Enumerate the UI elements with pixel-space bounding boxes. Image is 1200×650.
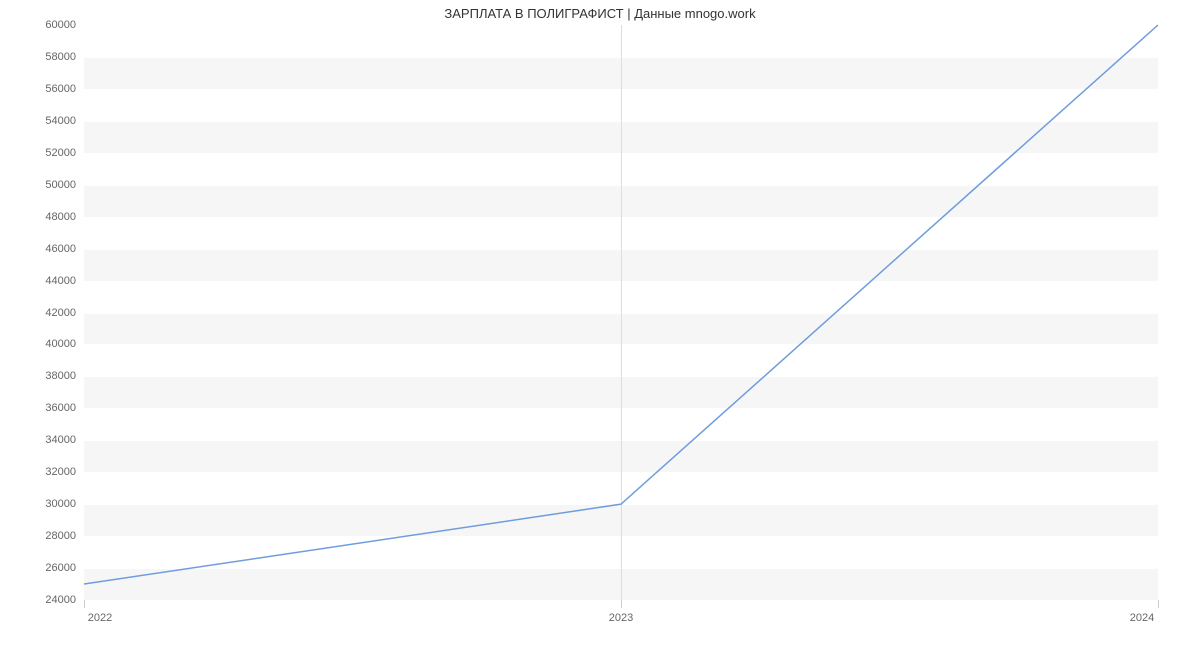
y-axis-tick-label: 24000 <box>45 594 76 606</box>
y-axis-tick-label: 34000 <box>45 434 76 446</box>
x-axis-tick-mark <box>1158 600 1159 608</box>
y-axis-tick-label: 44000 <box>45 275 76 287</box>
y-axis-tick-label: 48000 <box>45 211 76 223</box>
y-axis-tick-label: 56000 <box>45 83 76 95</box>
x-axis-tick-mark <box>621 600 622 608</box>
y-axis-tick-label: 38000 <box>45 370 76 382</box>
x-axis-tick-label: 2022 <box>88 612 112 624</box>
y-axis-tick-label: 54000 <box>45 115 76 127</box>
y-axis-tick-label: 46000 <box>45 243 76 255</box>
x-axis-tick-label: 2024 <box>1130 612 1154 624</box>
y-axis-tick-label: 60000 <box>45 19 76 31</box>
y-axis-tick-label: 30000 <box>45 498 76 510</box>
data-line <box>84 25 1158 584</box>
y-axis-tick-label: 52000 <box>45 147 76 159</box>
y-axis-tick-label: 28000 <box>45 530 76 542</box>
x-axis-tick-label: 2023 <box>609 612 633 624</box>
plot-area <box>84 25 1158 600</box>
y-axis-tick-label: 50000 <box>45 179 76 191</box>
y-axis-tick-label: 42000 <box>45 307 76 319</box>
chart-title: ЗАРПЛАТА В ПОЛИГРАФИСТ | Данные mnogo.wo… <box>0 6 1200 21</box>
y-axis-tick-label: 40000 <box>45 338 76 350</box>
y-axis-tick-label: 26000 <box>45 562 76 574</box>
line-series <box>84 25 1158 600</box>
y-axis-tick-label: 36000 <box>45 402 76 414</box>
salary-line-chart: ЗАРПЛАТА В ПОЛИГРАФИСТ | Данные mnogo.wo… <box>0 0 1200 650</box>
y-axis-tick-label: 58000 <box>45 51 76 63</box>
x-axis-tick-mark <box>84 600 85 608</box>
y-axis-tick-label: 32000 <box>45 466 76 478</box>
